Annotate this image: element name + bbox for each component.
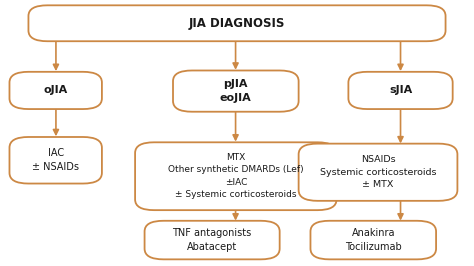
FancyBboxPatch shape bbox=[145, 221, 280, 259]
FancyBboxPatch shape bbox=[348, 72, 453, 109]
FancyBboxPatch shape bbox=[310, 221, 436, 259]
Text: sJIA: sJIA bbox=[389, 85, 412, 95]
FancyBboxPatch shape bbox=[173, 70, 299, 112]
Text: MTX
Other synthetic DMARDs (Lef)
±IAC
± Systemic corticosteroids: MTX Other synthetic DMARDs (Lef) ±IAC ± … bbox=[168, 153, 304, 200]
FancyBboxPatch shape bbox=[9, 72, 102, 109]
Text: oJIA: oJIA bbox=[44, 85, 68, 95]
Text: JIA DIAGNOSIS: JIA DIAGNOSIS bbox=[189, 17, 285, 30]
Text: pJIA
eoJIA: pJIA eoJIA bbox=[220, 79, 252, 103]
Text: IAC
± NSAIDs: IAC ± NSAIDs bbox=[32, 148, 79, 172]
Text: Anakinra
Tocilizumab: Anakinra Tocilizumab bbox=[345, 228, 401, 252]
FancyBboxPatch shape bbox=[135, 142, 337, 210]
Text: NSAIDs
Systemic corticosteroids
± MTX: NSAIDs Systemic corticosteroids ± MTX bbox=[320, 155, 436, 189]
FancyBboxPatch shape bbox=[28, 5, 446, 41]
FancyBboxPatch shape bbox=[299, 144, 457, 201]
Text: TNF antagonists
Abatacept: TNF antagonists Abatacept bbox=[173, 228, 252, 252]
FancyBboxPatch shape bbox=[9, 137, 102, 184]
